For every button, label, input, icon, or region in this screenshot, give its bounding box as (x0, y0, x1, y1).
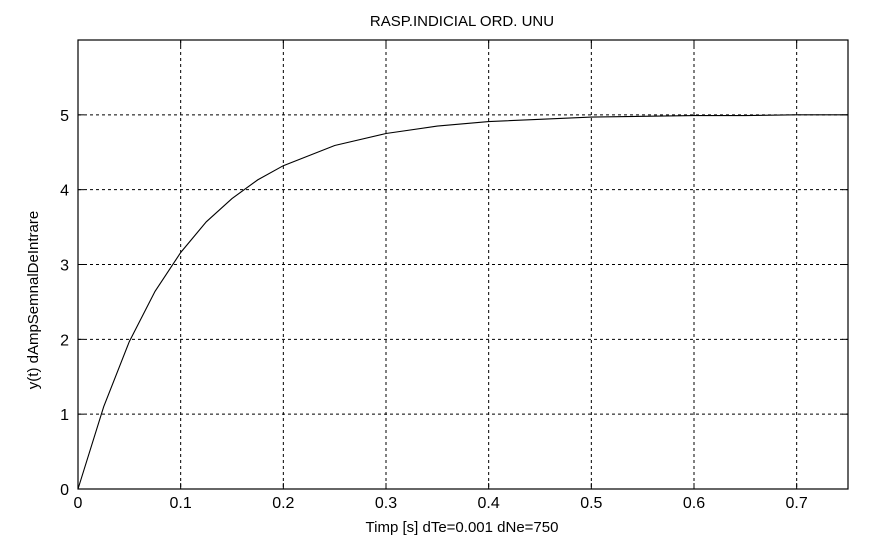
grid (78, 40, 848, 489)
y-tick-labels: 0 1 2 3 4 5 (60, 108, 69, 499)
x-tick-label: 0 (74, 495, 83, 512)
chart-title: RASP.INDICIAL ORD. UNU (370, 13, 554, 30)
y-tick-label: 0 (60, 482, 69, 499)
y-tick-label: 2 (60, 332, 69, 349)
x-tick-label: 0.6 (683, 495, 705, 512)
y-tick-label: 4 (60, 183, 69, 200)
x-tick-label: 0.3 (375, 495, 397, 512)
y-tick-label: 5 (60, 108, 69, 125)
x-tick-labels: 0 0.1 0.2 0.3 0.4 0.5 0.6 0.7 (74, 495, 808, 512)
x-tick-label: 0.4 (478, 495, 500, 512)
x-tick-label: 0.5 (580, 495, 602, 512)
x-axis-label: Timp [s] dTe=0.001 dNe=750 (366, 519, 559, 536)
x-tick-label: 0.2 (272, 495, 294, 512)
series-line (77, 114, 848, 490)
y-axis-label: y(t) dAmpSemnalDeIntrare (25, 211, 42, 389)
y-tick-label: 3 (60, 258, 69, 275)
y-tick-label: 1 (60, 407, 69, 424)
x-tick-label: 0.7 (786, 495, 808, 512)
x-tick-label: 0.1 (170, 495, 192, 512)
